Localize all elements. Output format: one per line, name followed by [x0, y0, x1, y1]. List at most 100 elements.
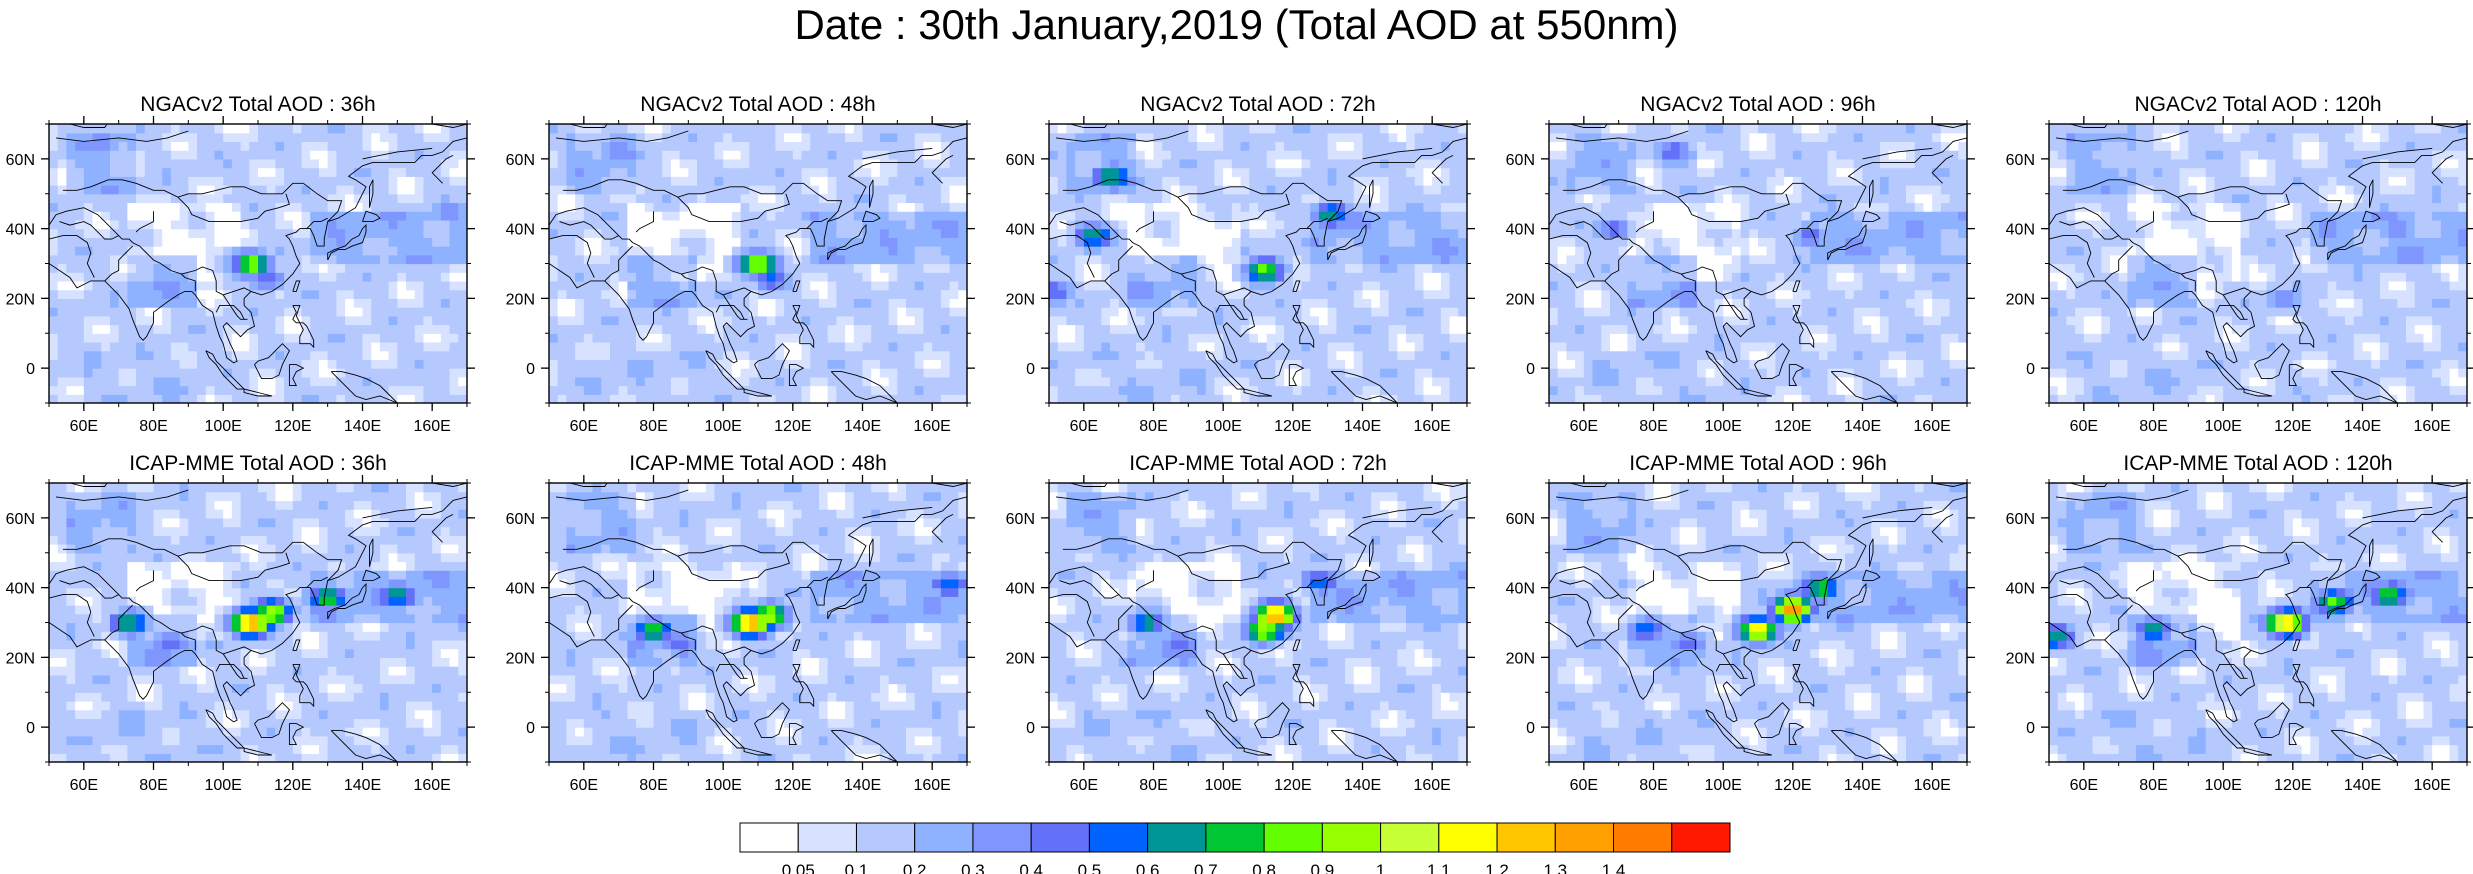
aod-cell [1397, 385, 1407, 395]
aod-cell [853, 333, 864, 343]
aod-cell [679, 324, 689, 334]
x-tick-label: 100E [1204, 418, 1241, 435]
aod-cell [318, 333, 329, 343]
aod-cell [179, 368, 189, 378]
aod-cell [1583, 333, 1594, 343]
aod-cell [258, 368, 268, 378]
aod-cell [1601, 211, 1611, 221]
aod-cell [379, 359, 390, 369]
aod-cell [318, 315, 329, 326]
aod-cell [1049, 132, 1059, 143]
aod-cell [449, 219, 459, 230]
aod-cell [932, 307, 942, 317]
aod-cell [214, 167, 224, 177]
aod-cell [906, 124, 916, 134]
aod-cell [740, 359, 750, 369]
aod-cell [109, 394, 120, 403]
aod-cell [327, 324, 337, 334]
aod-cell [749, 324, 759, 334]
aod-cell [566, 211, 576, 221]
aod-cell [1083, 315, 1094, 326]
aod-cell [1249, 385, 1259, 395]
aod-cell [792, 237, 803, 247]
aod-cell [1136, 315, 1146, 326]
aod-cell [440, 141, 451, 151]
aod-cell [1310, 333, 1320, 343]
aod-cell [775, 193, 785, 204]
aod-cell [197, 350, 207, 361]
aod-cell [845, 158, 855, 169]
aod-cell [1083, 176, 1094, 186]
aod-cell [336, 368, 346, 378]
aod-cell [1345, 141, 1355, 151]
aod-cell [601, 167, 611, 177]
aod-cell [197, 315, 207, 326]
aod-cell [1214, 150, 1224, 160]
aod-cell [897, 158, 907, 169]
aod-cell [379, 219, 390, 230]
aod-cell [432, 333, 442, 343]
aod-cell [1179, 193, 1189, 204]
aod-cell [1049, 315, 1059, 326]
aod-cell [49, 254, 59, 265]
aod-cell [897, 315, 907, 326]
aod-cell [723, 219, 733, 230]
aod-cell [1414, 185, 1425, 195]
aod-cell [327, 315, 337, 326]
aod-cell [275, 246, 285, 256]
aod-cell [118, 272, 128, 282]
aod-cell [1144, 158, 1155, 169]
aod-cell [362, 176, 372, 186]
aod-cell [818, 324, 829, 334]
aod-cell [1214, 211, 1224, 221]
aod-cell [449, 263, 459, 273]
aod-cell [575, 368, 585, 378]
aod-cell [1575, 376, 1585, 387]
aod-cell [101, 254, 111, 265]
aod-cell [923, 315, 933, 326]
aod-cell [310, 376, 320, 387]
aod-cell [1153, 158, 1163, 169]
aod-cell [440, 176, 451, 186]
aod-cell [1049, 158, 1059, 169]
aod-cell [423, 263, 433, 273]
aod-cell [345, 141, 355, 151]
aod-cell [1258, 307, 1268, 317]
aod-cell [775, 324, 785, 334]
aod-cell [109, 298, 120, 308]
aod-cell [301, 368, 311, 378]
aod-cell [423, 158, 433, 169]
aod-cell [66, 385, 76, 395]
aod-cell [1449, 211, 1459, 221]
aod-cell [1049, 246, 1059, 256]
aod-cell [1406, 298, 1416, 308]
aod-cell [688, 298, 698, 308]
aod-cell [1406, 368, 1416, 378]
aod-cell [1118, 272, 1128, 282]
aod-cell [1075, 132, 1085, 143]
aod-cell [1449, 307, 1459, 317]
aod-cell [188, 298, 198, 308]
aod-cell [601, 289, 611, 299]
aod-cell [583, 280, 594, 291]
aod-cell [1345, 167, 1355, 177]
aod-cell [827, 298, 837, 308]
aod-cell [353, 150, 364, 160]
aod-cell [1432, 368, 1442, 378]
aod-cell [231, 359, 242, 369]
aod-cell [109, 359, 120, 369]
aod-cell [258, 315, 268, 326]
aod-cell [557, 167, 568, 177]
aod-cell [440, 350, 451, 361]
aod-cell [440, 228, 451, 238]
aod-cell [1549, 298, 1559, 308]
aod-cell [284, 141, 294, 151]
aod-cell [679, 185, 689, 195]
aod-cell [1575, 280, 1585, 291]
aod-cell [1458, 237, 1467, 247]
aod-cell [1336, 254, 1346, 265]
aod-cell [566, 124, 576, 134]
aod-cell [1592, 141, 1602, 151]
aod-cell [1327, 228, 1337, 238]
aod-cell [66, 272, 76, 282]
